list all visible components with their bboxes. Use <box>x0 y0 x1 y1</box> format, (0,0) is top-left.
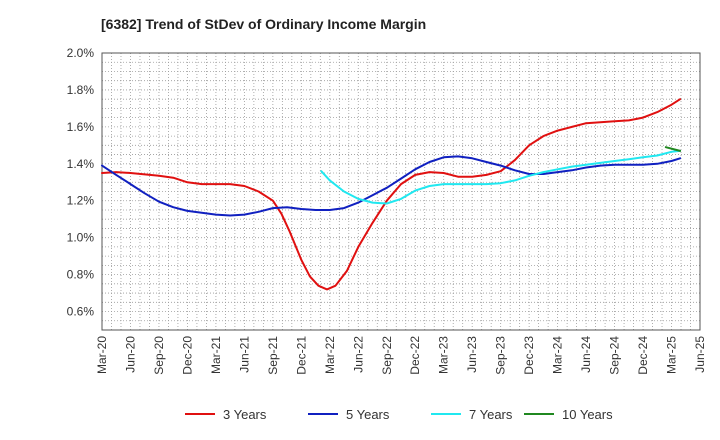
x-tick-label: Dec-21 <box>294 336 308 375</box>
legend-label: 7 Years <box>469 407 513 422</box>
x-tick-label: Jun-24 <box>579 336 593 373</box>
series-line <box>320 149 682 205</box>
y-tick-label: 0.8% <box>67 268 95 282</box>
x-tick-label: Jun-22 <box>351 336 365 373</box>
y-tick-label: 0.6% <box>67 305 95 319</box>
y-tick-label: 1.2% <box>67 194 95 208</box>
series-line <box>101 98 682 291</box>
y-tick-label: 1.6% <box>67 120 95 134</box>
x-tick-label: Mar-21 <box>209 336 223 374</box>
series-line <box>101 155 682 217</box>
x-tick-label: Dec-20 <box>180 336 194 375</box>
x-tick-label: Sep-21 <box>266 336 280 375</box>
x-tick-label: Sep-22 <box>380 336 394 375</box>
x-tick-label: Dec-22 <box>408 336 422 375</box>
x-tick-label: Jun-21 <box>237 336 251 373</box>
x-tick-label: Jun-25 <box>693 336 707 373</box>
y-tick-label: 1.4% <box>67 157 95 171</box>
x-tick-label: Jun-23 <box>465 336 479 373</box>
x-tick-label: Dec-23 <box>522 336 536 375</box>
x-tick-label: Mar-20 <box>95 336 109 374</box>
x-tick-label: Dec-24 <box>636 336 650 375</box>
x-tick-label: Mar-23 <box>437 336 451 374</box>
series-line <box>664 146 682 152</box>
y-tick-label: 1.0% <box>67 231 95 245</box>
x-tick-label: Mar-22 <box>323 336 337 374</box>
chart-title: [6382] Trend of StDev of Ordinary Income… <box>101 16 427 32</box>
x-tick-label: Sep-24 <box>608 336 622 375</box>
x-tick-label: Jun-20 <box>123 336 137 373</box>
x-tick-label: Mar-24 <box>551 336 565 374</box>
x-tick-label: Sep-23 <box>494 336 508 375</box>
legend-label: 10 Years <box>562 407 613 422</box>
legend-label: 5 Years <box>346 407 390 422</box>
x-tick-label: Mar-25 <box>665 336 679 374</box>
legend-label: 3 Years <box>223 407 267 422</box>
x-tick-label: Sep-20 <box>152 336 166 375</box>
y-tick-label: 2.0% <box>67 46 95 60</box>
y-tick-label: 1.8% <box>67 83 95 97</box>
plot-frame <box>101 52 701 331</box>
